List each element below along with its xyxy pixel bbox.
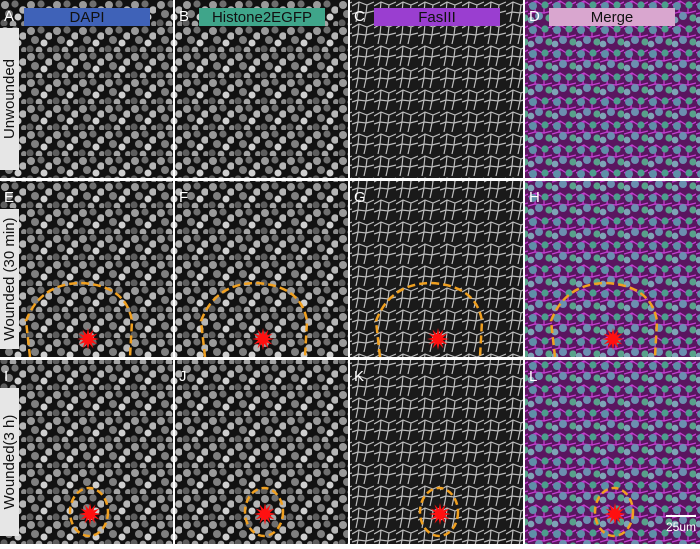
wound-outline (199, 281, 309, 358)
panel-letter: A (4, 8, 14, 25)
column-label: FasIII (418, 9, 456, 26)
panel-letter: D (529, 8, 540, 25)
panel-letter: G (354, 189, 366, 206)
row-label-box (0, 388, 19, 536)
panel-letter: B (179, 8, 189, 25)
wound-site (427, 328, 449, 350)
micrograph (0, 0, 173, 178)
panel-letter: K (354, 368, 364, 385)
panel-letter: I (4, 368, 8, 385)
column-label-box (24, 8, 150, 26)
panel-letter: F (179, 189, 188, 206)
row-label-group: Wounded (30 min) (0, 209, 19, 349)
wound-site (252, 328, 274, 350)
row-label-box (0, 28, 19, 170)
panel-letter: E (4, 189, 14, 206)
column-label-box (549, 8, 675, 26)
micrograph (525, 181, 700, 357)
micrograph (0, 181, 173, 357)
row-label: Unwounded (1, 59, 18, 139)
wound-outline (374, 281, 484, 358)
wound-outline (593, 486, 635, 538)
panel-letter: H (529, 189, 540, 206)
wound-site (604, 503, 626, 525)
wound-outline (24, 281, 134, 358)
wound-outline (418, 486, 460, 538)
row-label-group: Wounded(3 h) (0, 388, 19, 536)
wound-site (77, 328, 99, 350)
column-label: DAPI (69, 9, 104, 26)
wound-site (602, 328, 624, 350)
row-label: Wounded (30 min) (1, 217, 18, 340)
row-label: Wounded(3 h) (1, 415, 18, 510)
wound-outline (549, 281, 659, 358)
wound-outline (243, 486, 285, 538)
panel-letter: C (354, 8, 365, 25)
wound-site (79, 503, 101, 525)
row-label-box (0, 209, 19, 349)
micrograph (350, 0, 523, 178)
micrograph (175, 0, 348, 178)
column-label: Merge (591, 9, 634, 26)
wound-site (254, 503, 276, 525)
micrograph (175, 181, 348, 357)
column-label-box (374, 8, 500, 26)
row-label-group: Unwounded (0, 28, 19, 170)
micrograph (525, 0, 700, 178)
micrograph (350, 181, 523, 357)
scale-bar-label: 25um (666, 520, 696, 534)
panel-letter: L (529, 368, 537, 385)
wound-outline (68, 486, 110, 538)
column-label-box (199, 8, 325, 26)
panel-letter: J (179, 368, 187, 385)
column-label: Histone2EGFP (212, 9, 312, 26)
wound-site (429, 503, 451, 525)
